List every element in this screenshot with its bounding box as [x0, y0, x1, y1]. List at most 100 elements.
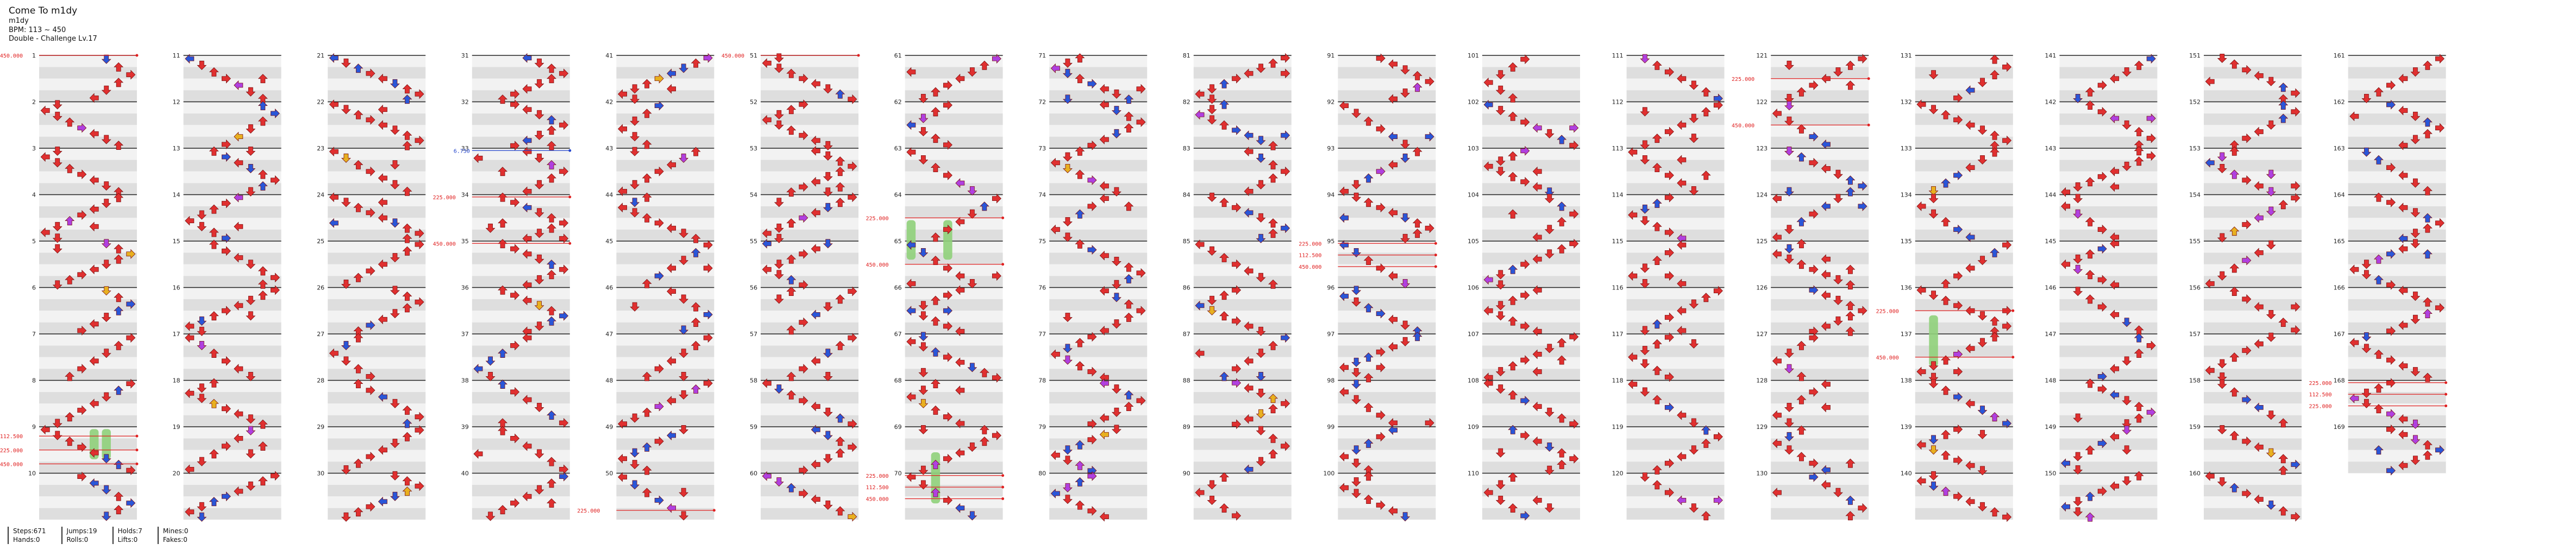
arrow-note-icon: [1845, 187, 1856, 197]
arrow-note-icon: [1532, 367, 1542, 377]
arrow-note-icon: [534, 153, 544, 163]
measure-number: 138: [1901, 377, 1912, 384]
arrow-note-icon: [1508, 151, 1518, 161]
beat-band: [1482, 473, 1580, 485]
arrow-note-icon: [1990, 248, 2000, 257]
arrow-note-icon: [799, 317, 808, 327]
arrow-note-icon: [40, 425, 50, 435]
arrow-note-icon: [762, 264, 772, 275]
beat-band: [905, 252, 1003, 264]
arrow-note-icon: [415, 425, 424, 435]
arrow-note-icon: [1557, 459, 1567, 469]
arrow-note-icon: [835, 506, 845, 516]
beat-band: [1771, 171, 1869, 184]
arrow-note-icon: [2386, 326, 2396, 336]
measure: 104: [1468, 192, 1580, 241]
arrow-note-icon: [1821, 201, 1831, 211]
measure-number: 77: [1038, 331, 1046, 338]
bpm-change-label: 112.500: [1299, 253, 1321, 259]
measure-number: 28: [317, 377, 324, 384]
arrow-note-icon: [1677, 73, 1687, 84]
arrow-note-icon: [1701, 293, 1711, 302]
arrow-note-icon: [1062, 164, 1073, 173]
measure: 58: [750, 377, 858, 427]
arrow-note-icon: [65, 216, 75, 225]
arrow-note-icon: [2386, 249, 2396, 259]
bpm-change-dot: [135, 462, 139, 465]
arrow-note-icon: [2254, 181, 2264, 191]
arrow-note-icon: [1087, 332, 1097, 342]
measure: 34: [461, 192, 570, 241]
arrow-note-icon: [2398, 170, 2408, 180]
beat-band: [472, 380, 570, 392]
beat-band: [328, 496, 426, 508]
measure: 147: [2045, 331, 2158, 381]
arrow-note-icon: [667, 286, 676, 296]
arrow-note-icon: [811, 401, 820, 412]
beat-band: [2059, 322, 2158, 334]
arrow-note-icon: [1075, 239, 1085, 249]
arrow-note-icon: [197, 316, 207, 326]
beat-band: [1771, 229, 1869, 241]
arrow-note-icon: [1965, 120, 1975, 130]
arrow-note-icon: [1256, 388, 1266, 398]
beat-band: [328, 160, 426, 172]
arrow-note-icon: [2398, 429, 2408, 440]
arrow-note-icon: [197, 60, 207, 70]
arrow-note-icon: [823, 172, 833, 181]
arrow-note-icon: [498, 426, 508, 435]
arrow-note-icon: [918, 248, 929, 257]
arrow-note-icon: [366, 385, 375, 395]
arrow-note-icon: [786, 218, 797, 228]
beat-band: [1626, 148, 1725, 160]
beat-band: [1193, 78, 1292, 91]
arrow-note-icon: [1075, 209, 1085, 219]
bpm-change-dot: [1001, 497, 1005, 501]
arrow-note-icon: [2061, 187, 2071, 197]
arrow-note-icon: [1495, 384, 1506, 394]
beat-band: [1482, 55, 1580, 67]
beat-band: [2204, 438, 2302, 450]
arrow-note-icon: [101, 181, 111, 191]
measure: 66: [894, 285, 1003, 334]
beat-band: [472, 299, 570, 311]
measure-number: 125: [1756, 238, 1768, 245]
measure-number: 73: [1038, 145, 1046, 152]
arrow-note-icon: [1219, 503, 1230, 513]
arrow-note-icon: [703, 240, 713, 250]
arrow-note-icon: [234, 300, 243, 311]
hold-note-icon: [906, 220, 916, 260]
arrow-note-icon: [1351, 489, 1362, 498]
beat-band: [905, 241, 1003, 253]
arrow-note-icon: [114, 459, 124, 469]
arrow-note-icon: [1532, 436, 1542, 446]
beat-band: [472, 125, 570, 137]
beat-band: [1771, 438, 1869, 450]
arrow-note-icon: [2398, 244, 2408, 254]
measure-number: 115: [1612, 238, 1624, 245]
beat-band: [2348, 264, 2446, 276]
arrow-note-icon: [1928, 70, 1939, 80]
beat-band: [1338, 311, 1436, 323]
beat-band: [472, 450, 570, 462]
arrow-note-icon: [1495, 106, 1506, 116]
beat-band: [905, 183, 1003, 195]
arrow-note-icon: [2073, 264, 2083, 274]
arrow-note-icon: [2410, 67, 2421, 77]
arrow-note-icon: [101, 392, 111, 402]
arrow-note-icon: [1796, 87, 1807, 97]
measure: 60: [750, 470, 858, 520]
beat-band: [1193, 391, 1292, 404]
measure-number: 156: [2189, 285, 2201, 292]
measure: 158: [2189, 377, 2302, 427]
beat-band: [328, 67, 426, 79]
beat-band: [1193, 229, 1292, 241]
beat-band: [2204, 311, 2302, 323]
arrow-note-icon: [1544, 407, 1555, 417]
beat-band: [1915, 183, 2013, 195]
beat-band: [2059, 125, 2158, 137]
beat-band: [2348, 415, 2446, 427]
measure: 93: [1327, 145, 1436, 195]
beat-band: [328, 311, 426, 323]
arrow-note-icon: [1713, 286, 1723, 296]
